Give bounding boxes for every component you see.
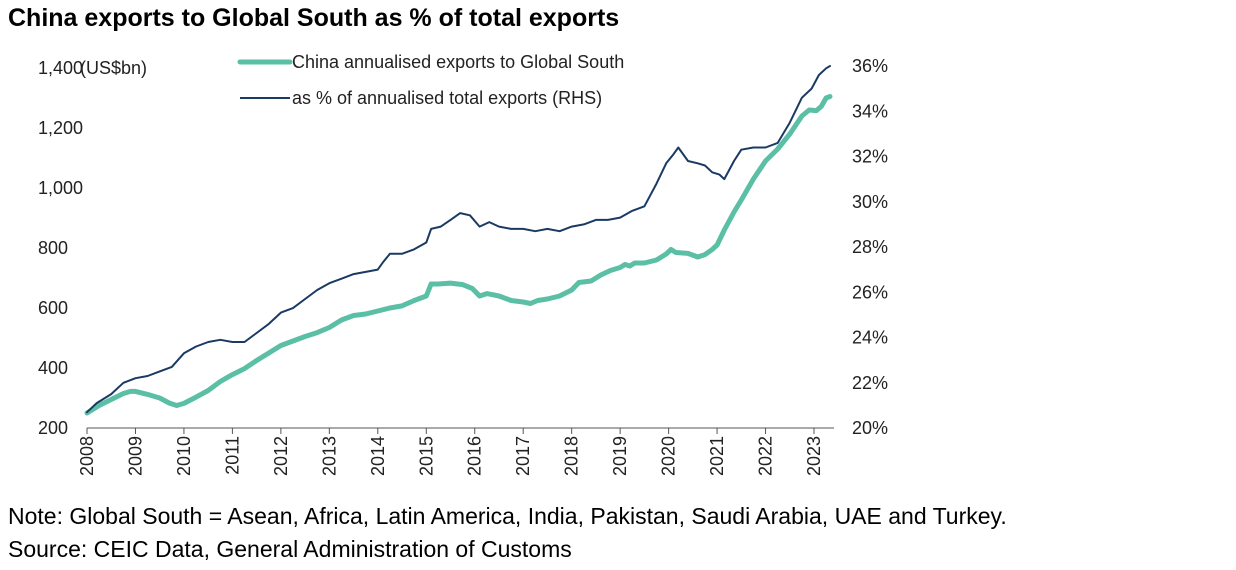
x-tick-label: 2019 xyxy=(610,436,630,476)
series-layer xyxy=(84,65,833,416)
dual-axis-line-chart: 2008 2009 2010 2011 2012 2013 2014 2015 2016 2017… xyxy=(38,52,888,476)
x-tick-label: 2015 xyxy=(416,436,436,476)
footnote: Note: Global South = Asean, Africa, Lati… xyxy=(8,503,1007,529)
left-axis-unit: (US$bn) xyxy=(80,58,147,78)
right-tick-label: 20% xyxy=(852,418,888,438)
x-tick-label: 2008 xyxy=(77,436,97,476)
axes-layer: 2008 2009 2010 2011 2012 2013 2014 2015 2016 2017… xyxy=(38,56,888,476)
x-tick-label: 2022 xyxy=(756,436,776,476)
x-tick-label: 2020 xyxy=(659,436,679,476)
right-tick-label: 30% xyxy=(852,192,888,212)
series-line-exports xyxy=(84,94,833,416)
left-tick-label: 400 xyxy=(38,358,68,378)
x-tick-label: 2017 xyxy=(513,436,533,476)
chart-title: China exports to Global South as % of to… xyxy=(8,4,620,32)
legend: China annualised exports to Global South… xyxy=(237,52,624,108)
source-note: Source: CEIC Data, General Administratio… xyxy=(8,536,572,562)
x-tick-label: 2018 xyxy=(562,436,582,476)
x-tick-label: 2013 xyxy=(319,436,339,476)
legend-label-exports: China annualised exports to Global South xyxy=(292,52,624,72)
right-tick-label: 24% xyxy=(852,328,888,348)
left-tick-label: 1,400 xyxy=(38,58,83,78)
left-tick-label: 600 xyxy=(38,298,68,318)
right-tick-label: 34% xyxy=(852,101,888,121)
left-tick-label: 1,200 xyxy=(38,118,83,138)
x-tick-label: 2021 xyxy=(707,436,727,476)
left-tick-label: 1,000 xyxy=(38,178,83,198)
x-tick-label: 2010 xyxy=(174,436,194,476)
x-tick-label: 2011 xyxy=(222,436,242,475)
x-tick-label: 2014 xyxy=(368,436,388,476)
left-tick-label: 200 xyxy=(38,418,68,438)
right-tick-label: 36% xyxy=(852,56,888,76)
legend-label-share: as % of annualised total exports (RHS) xyxy=(292,88,602,108)
x-tick-label: 2016 xyxy=(465,436,485,476)
x-tick-label: 2009 xyxy=(125,436,145,476)
right-tick-label: 28% xyxy=(852,237,888,257)
x-tick-label: 2012 xyxy=(271,436,291,476)
right-tick-label: 26% xyxy=(852,282,888,302)
x-tick-label: 2023 xyxy=(804,436,824,476)
series-line-share xyxy=(86,65,831,414)
left-tick-label: 800 xyxy=(38,238,68,258)
right-tick-label: 32% xyxy=(852,147,888,167)
right-tick-label: 22% xyxy=(852,373,888,393)
